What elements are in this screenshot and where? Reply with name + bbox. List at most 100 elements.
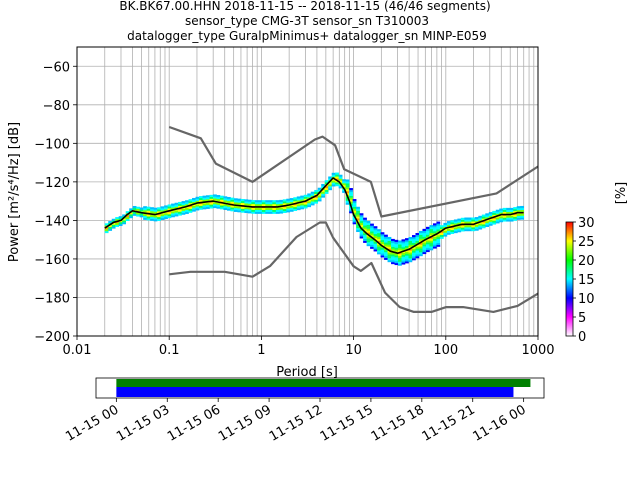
heatmap-cell [391, 242, 395, 245]
heatmap-cell [464, 217, 469, 220]
heatmap-cell [485, 215, 490, 218]
heatmap-cell [178, 205, 182, 208]
heatmap-cell [485, 217, 490, 220]
heatmap-cell [443, 222, 448, 226]
heatmap-cell [324, 180, 329, 183]
heatmap-cell [422, 228, 427, 231]
heatmap-cell [174, 210, 179, 213]
heatmap-cell [520, 217, 525, 220]
heatmap-cell [377, 240, 381, 243]
heatmap-cell [499, 212, 504, 215]
heatmap-cell [460, 217, 465, 220]
heatmap-cell [495, 213, 500, 216]
heatmap-cell [356, 226, 360, 229]
heatmap-cell [359, 230, 364, 233]
heatmap-cell [153, 217, 158, 220]
heatmap-cell [453, 219, 458, 222]
heatmap-cell [408, 240, 413, 243]
heatmap-cell [384, 255, 388, 258]
heatmap-cell [192, 199, 196, 203]
heatmap-cell [212, 194, 217, 197]
heatmap-cell [146, 216, 151, 219]
heatmap-cell [405, 255, 409, 258]
heatmap-cell [471, 225, 476, 228]
heatmap-cell [108, 221, 113, 224]
heatmap-cell [349, 188, 353, 191]
heatmap-cell [377, 252, 381, 255]
heatmap-cell [506, 209, 511, 212]
heatmap-cell [164, 216, 168, 220]
plot-area [76, 46, 539, 337]
heatmap-cell [436, 244, 441, 247]
heatmap-cell [275, 204, 280, 207]
x-tick-label: 0.1 [159, 343, 180, 358]
heatmap-cell [411, 256, 416, 259]
heatmap-cell [391, 260, 395, 263]
heatmap-cell [411, 252, 416, 255]
heatmap-cell [331, 182, 336, 185]
heatmap-cell [359, 219, 364, 222]
heatmap-cell [506, 219, 511, 222]
heatmap-cell [185, 207, 189, 211]
heatmap-cell [324, 189, 329, 192]
heatmap-cell [230, 207, 235, 210]
heatmap-cell [286, 206, 291, 209]
heatmap-cell [192, 209, 196, 212]
heatmap-cell [373, 231, 378, 235]
heatmap-cell [380, 255, 385, 258]
heatmap-cell [338, 176, 343, 179]
heatmap-cell [387, 236, 392, 240]
y-tick-label: −200 [34, 330, 70, 345]
heatmap-cell [240, 198, 245, 202]
heatmap-cell [492, 214, 497, 217]
heatmap-cell [233, 198, 238, 201]
heatmap-cell [188, 206, 193, 209]
heatmap-cell [293, 206, 298, 210]
heatmap-cell [429, 225, 434, 228]
heatmap-cell [289, 200, 294, 203]
heatmap-cell [167, 212, 172, 215]
heatmap-cell [478, 225, 483, 228]
heatmap-cell [453, 231, 458, 234]
heatmap-cell [520, 207, 525, 211]
heatmap-cell [359, 236, 364, 239]
heatmap-cell [265, 204, 270, 207]
heatmap-cell [272, 200, 277, 203]
heatmap-cell [150, 216, 154, 219]
heatmap-cell [317, 195, 322, 198]
heatmap-cell [387, 246, 392, 249]
heatmap-cell [328, 186, 332, 189]
heatmap-cell [164, 209, 168, 212]
heatmap-cell [411, 240, 416, 243]
heatmap-cell [219, 205, 224, 208]
heatmap-cell [436, 242, 441, 245]
heatmap-cell [240, 200, 245, 204]
heatmap-cell [464, 225, 469, 228]
heatmap-cell [352, 218, 357, 221]
heatmap-cell [282, 208, 287, 212]
heatmap-cell [502, 207, 507, 211]
heatmap-cell [261, 207, 266, 211]
heatmap-cell [495, 219, 500, 222]
heatmap-cell [467, 217, 472, 220]
heatmap-cell [324, 187, 329, 191]
heatmap-cell [321, 189, 326, 192]
heatmap-cell [233, 205, 238, 209]
heatmap-cell [356, 218, 360, 221]
heatmap-cell [118, 221, 123, 225]
heatmap-cell [366, 226, 371, 229]
heatmap-cell [251, 203, 256, 207]
heatmap-cell [202, 205, 207, 208]
heatmap-cell [411, 248, 416, 251]
heatmap-cell [286, 202, 291, 205]
available-data-bar [116, 379, 531, 387]
heatmap-cell [377, 234, 381, 238]
heatmap-cell [293, 201, 298, 204]
heatmap-cell [460, 219, 465, 222]
heatmap-cell [373, 247, 378, 250]
heatmap-cell [405, 238, 409, 241]
heatmap-cell [202, 199, 207, 202]
heatmap-cell [307, 203, 312, 206]
heatmap-cell [251, 209, 256, 212]
heatmap-cell [321, 195, 326, 198]
